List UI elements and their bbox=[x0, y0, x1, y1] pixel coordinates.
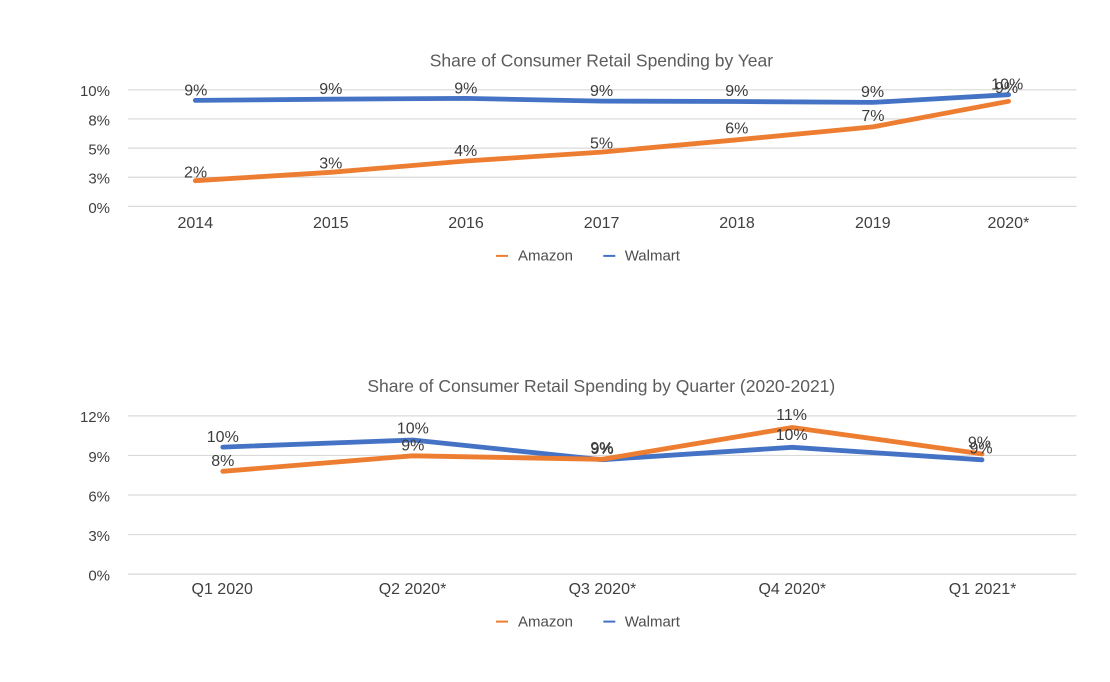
svg-text:9%: 9% bbox=[590, 83, 613, 100]
svg-text:Share of Consumer Retail Spend: Share of Consumer Retail Spending by Yea… bbox=[430, 51, 774, 71]
svg-text:9%: 9% bbox=[590, 440, 613, 457]
svg-text:9%: 9% bbox=[968, 435, 991, 452]
svg-text:Q1 2021*: Q1 2021* bbox=[949, 581, 1017, 598]
svg-text:9%: 9% bbox=[995, 80, 1018, 97]
svg-text:9%: 9% bbox=[591, 441, 614, 458]
svg-text:7%: 7% bbox=[861, 108, 884, 125]
svg-text:5%: 5% bbox=[88, 141, 110, 158]
svg-text:9%: 9% bbox=[88, 449, 110, 466]
svg-text:2014: 2014 bbox=[178, 215, 214, 232]
svg-text:2017: 2017 bbox=[584, 215, 620, 232]
svg-text:2%: 2% bbox=[184, 164, 207, 181]
svg-text:10%: 10% bbox=[776, 427, 808, 444]
svg-text:3%: 3% bbox=[88, 171, 110, 188]
svg-text:2020*: 2020* bbox=[987, 215, 1029, 232]
svg-text:6%: 6% bbox=[88, 488, 110, 505]
svg-text:8%: 8% bbox=[211, 453, 234, 470]
svg-text:10%: 10% bbox=[397, 420, 429, 437]
svg-text:Q1 2020: Q1 2020 bbox=[192, 581, 253, 598]
svg-text:3%: 3% bbox=[88, 528, 110, 545]
svg-text:Q4 2020*: Q4 2020* bbox=[758, 581, 826, 598]
svg-text:6%: 6% bbox=[725, 121, 748, 138]
svg-text:Amazon: Amazon bbox=[518, 248, 573, 265]
svg-text:Walmart: Walmart bbox=[625, 613, 681, 630]
svg-text:10%: 10% bbox=[991, 77, 1023, 94]
svg-text:Q3 2020*: Q3 2020* bbox=[569, 581, 637, 598]
svg-text:5%: 5% bbox=[590, 135, 613, 152]
svg-text:9%: 9% bbox=[970, 440, 993, 457]
svg-text:Share of Consumer Retail Spend: Share of Consumer Retail Spending by Qua… bbox=[367, 376, 835, 396]
svg-text:Amazon: Amazon bbox=[518, 613, 573, 630]
svg-text:2016: 2016 bbox=[448, 215, 484, 232]
svg-text:9%: 9% bbox=[184, 83, 207, 100]
svg-text:2018: 2018 bbox=[719, 215, 755, 232]
svg-text:11%: 11% bbox=[776, 407, 807, 424]
svg-text:2019: 2019 bbox=[855, 215, 891, 232]
svg-text:9%: 9% bbox=[454, 80, 477, 97]
svg-text:10%: 10% bbox=[80, 83, 110, 100]
svg-text:4%: 4% bbox=[454, 143, 477, 160]
svg-text:0%: 0% bbox=[88, 200, 110, 217]
svg-text:0%: 0% bbox=[88, 567, 110, 584]
svg-text:10%: 10% bbox=[207, 429, 239, 446]
svg-text:8%: 8% bbox=[88, 112, 110, 129]
svg-text:9%: 9% bbox=[861, 84, 884, 101]
svg-text:9%: 9% bbox=[401, 438, 424, 455]
svg-text:9%: 9% bbox=[319, 81, 342, 98]
svg-text:9%: 9% bbox=[725, 83, 748, 100]
svg-text:Walmart: Walmart bbox=[625, 248, 681, 265]
svg-text:12%: 12% bbox=[80, 409, 110, 426]
svg-text:2015: 2015 bbox=[313, 215, 349, 232]
svg-text:Q2 2020*: Q2 2020* bbox=[379, 581, 447, 598]
svg-text:3%: 3% bbox=[319, 155, 342, 172]
